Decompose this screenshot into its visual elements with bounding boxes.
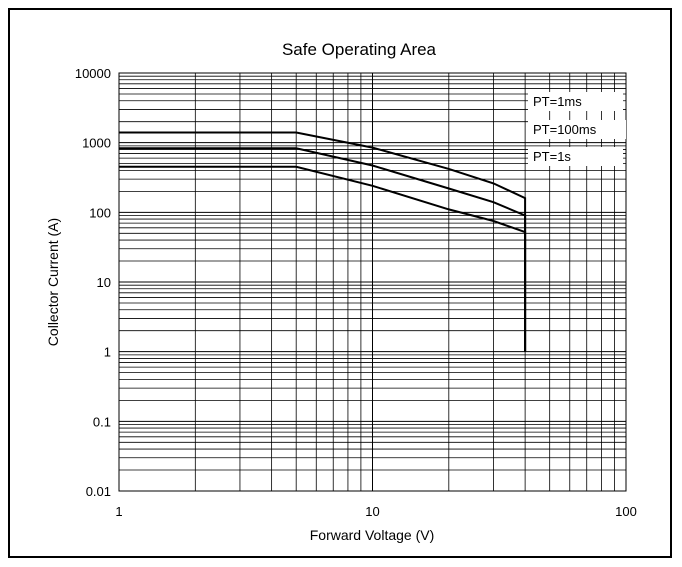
- legend-label: PT=100ms: [533, 122, 597, 137]
- legend-label-box: [528, 92, 623, 111]
- legend-label-box: [528, 147, 623, 166]
- chart-title: Safe Operating Area: [282, 40, 437, 59]
- legend-label: PT=1ms: [533, 94, 582, 109]
- legend-label: PT=1s: [533, 149, 571, 164]
- legend-label-box: [528, 120, 626, 139]
- x-tick-label: 10: [365, 504, 379, 519]
- series-line-3: [119, 165, 527, 352]
- y-axis-label: Collector Current (A): [45, 218, 61, 346]
- legend-entry: PT=100ms: [528, 120, 626, 139]
- y-tick-label: 10: [97, 275, 111, 290]
- series-line-2: [119, 147, 527, 352]
- series-lines: [119, 131, 527, 352]
- legend-entry: PT=1s: [528, 147, 623, 166]
- y-tick-label: 0.01: [86, 484, 111, 499]
- legend-entry: PT=1ms: [528, 92, 623, 111]
- y-tick-labels: 0.01 0.1 1 10 100 1000 10000: [75, 66, 111, 499]
- y-tick-label: 1000: [82, 136, 111, 151]
- x-tick-label: 1: [115, 504, 122, 519]
- y-tick-label: 100: [89, 205, 111, 220]
- y-tick-label: 0.1: [93, 414, 111, 429]
- legend: PT=1ms PT=100ms PT=1s: [528, 92, 626, 166]
- y-tick-label: 10000: [75, 66, 111, 81]
- x-tick-labels: 1 10 100: [115, 504, 636, 519]
- x-tick-label: 100: [615, 504, 637, 519]
- series-line-1: [119, 131, 527, 352]
- y-tick-label: 1: [104, 345, 111, 360]
- plot-border: [118, 72, 627, 492]
- x-axis-label: Forward Voltage (V): [310, 527, 435, 543]
